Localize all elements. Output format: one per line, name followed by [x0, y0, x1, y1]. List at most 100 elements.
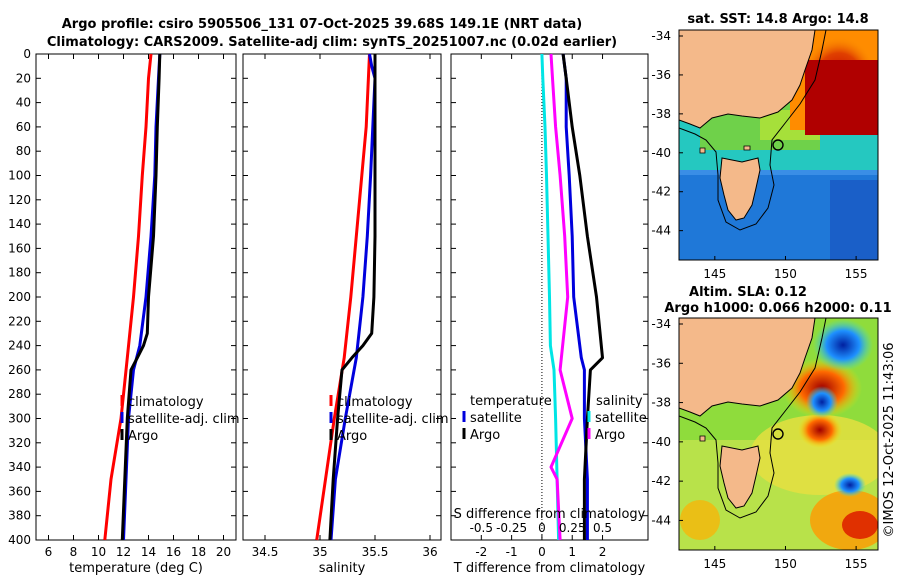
y-tick-label: 320 [8, 436, 31, 450]
map-y-tick-label: -44 [651, 513, 671, 527]
y-tick-label: 200 [8, 290, 31, 304]
sst-map [679, 30, 878, 260]
legend-item-label: climatology [128, 395, 204, 410]
map-y-tick-label: -42 [651, 474, 671, 488]
y-tick-label: 140 [8, 217, 31, 231]
map-y-tick-label: -34 [651, 29, 671, 43]
series-line-argo [120, 53, 162, 541]
figure-title-line1: Argo profile: csiro 5905506_131 07-Oct-2… [62, 17, 583, 32]
y-tick-label: 360 [8, 484, 31, 498]
plot-frame [35, 53, 237, 541]
y-tick-label: 240 [8, 339, 31, 353]
map-x-tick-label: 150 [774, 267, 797, 281]
x-tick-label: 35.5 [362, 545, 389, 559]
map-y-tick-label: -38 [651, 107, 671, 121]
series-line-climatology [103, 53, 153, 541]
x-tick-label: 12 [116, 545, 131, 559]
sst-map-title: sat. SST: 14.8 Argo: 14.8 [687, 12, 868, 27]
argo-location-marker-sla [772, 428, 784, 440]
y-tick-label: 380 [8, 509, 31, 523]
map-y-tick-label: -36 [651, 68, 671, 82]
legend-item-label: satellite-adj. clim [128, 412, 240, 427]
map-y-tick-label: -38 [651, 396, 671, 410]
map-y-tick-label: -42 [651, 185, 671, 199]
figure-title-line2: Climatology: CARS2009. Satellite-adj cli… [47, 35, 617, 50]
x-axis-label: salinity [319, 561, 366, 576]
x-tick-label-top: -0.5 [470, 521, 493, 535]
x-tick-label: 18 [191, 545, 206, 559]
sla-map-title-line1: Altim. SLA: 0.12 [689, 285, 807, 300]
x-axis-label-top: S difference from climatology [454, 507, 646, 522]
series-line-s-satellite [540, 53, 561, 541]
map-y-tick-label: -36 [651, 356, 671, 370]
y-tick-label: 160 [8, 241, 31, 255]
legend-temperature-item-label: Argo [470, 428, 500, 443]
y-tick-label: 100 [8, 169, 31, 183]
sla-map-title-line2: Argo h1000: 0.066 h2000: 0.11 [664, 301, 891, 316]
x-tick-label: 6 [45, 545, 53, 559]
legend-salinity-heading: salinity [596, 394, 643, 409]
map-x-tick-label: 145 [703, 267, 726, 281]
legend-item-label: Argo [337, 429, 367, 444]
x-axis-label: temperature (deg C) [69, 561, 203, 576]
x-tick-label: 36 [422, 545, 437, 559]
x-axis-label: T difference from climatology [453, 561, 646, 576]
x-tick-label: 8 [70, 545, 78, 559]
legend-temperature-item-label: satellite [470, 411, 522, 426]
x-tick-label-top: -0.25 [496, 521, 527, 535]
x-tick-label: -1 [506, 545, 518, 559]
x-tick-label: 0 [538, 545, 546, 559]
sla-map [679, 318, 878, 550]
legend-item-label: satellite-adj. clim [337, 412, 449, 427]
legend-salinity-item-label: Argo [595, 428, 625, 443]
map-x-tick-label: 155 [845, 557, 868, 571]
map-y-tick-label: -40 [651, 146, 671, 160]
x-tick-label: 16 [166, 545, 181, 559]
x-tick-label-top: 0.25 [559, 521, 586, 535]
y-tick-label: 300 [8, 412, 31, 426]
y-tick-label: 180 [8, 266, 31, 280]
series-line-argo [328, 54, 377, 541]
y-tick-label: 20 [16, 71, 31, 85]
legend-salinity-item-label: satellite [595, 411, 647, 426]
x-tick-label: 35 [312, 545, 327, 559]
map-y-tick-label: -34 [651, 317, 671, 331]
map-y-tick-label: -40 [651, 435, 671, 449]
y-tick-label: 80 [16, 144, 31, 158]
legend-item-label: climatology [337, 395, 413, 410]
difference-panel: -2 -1 0 1 2 T difference from climatology S di… [450, 53, 649, 576]
argo-location-marker [772, 139, 784, 151]
x-tick-label: 34.5 [252, 545, 279, 559]
series-line-t-argo [561, 53, 604, 540]
y-tick-label: 40 [16, 96, 31, 110]
sla-map-axes: 145 150 155 -34 -36 -38 -40 -42 -44 [651, 317, 867, 571]
y-tick-label: 220 [8, 314, 31, 328]
plot-frame [242, 53, 442, 541]
legend-item-label: Argo [128, 429, 158, 444]
series-line-climatology [315, 53, 371, 541]
map-y-tick-label: -44 [651, 224, 671, 238]
y-tick-label: 400 [8, 533, 31, 547]
map-x-tick-label: 145 [703, 557, 726, 571]
x-tick-label: -2 [475, 545, 487, 559]
x-tick-label: 2 [599, 545, 607, 559]
x-tick-label: 14 [141, 545, 156, 559]
x-tick-label: 1 [568, 545, 576, 559]
temperature-panel: 6 8 10 12 14 16 18 2002040608010012014016018020… [8, 47, 240, 576]
x-tick-label-top: 0 [538, 521, 546, 535]
x-tick-label: 10 [91, 545, 106, 559]
x-tick-label: 20 [216, 545, 231, 559]
map-x-tick-label: 155 [845, 267, 868, 281]
y-tick-label: 260 [8, 363, 31, 377]
salinity-panel: 34.5 35 35.5 36 salinity climatology satellite… [242, 53, 449, 576]
legend-temperature-heading: temperature [470, 394, 552, 409]
y-tick-label: 340 [8, 460, 31, 474]
y-tick-label: 120 [8, 193, 31, 207]
credit-text: ©IMOS 12-Oct-2025 11:43:06 [882, 342, 897, 537]
sst-map-axes: 145 150 155 -34 -36 -38 -40 -42 -44 [651, 29, 867, 281]
sst-map-frame [678, 29, 879, 261]
sla-map-frame [678, 317, 879, 551]
map-x-tick-label: 150 [774, 557, 797, 571]
y-tick-label: 0 [23, 47, 31, 61]
